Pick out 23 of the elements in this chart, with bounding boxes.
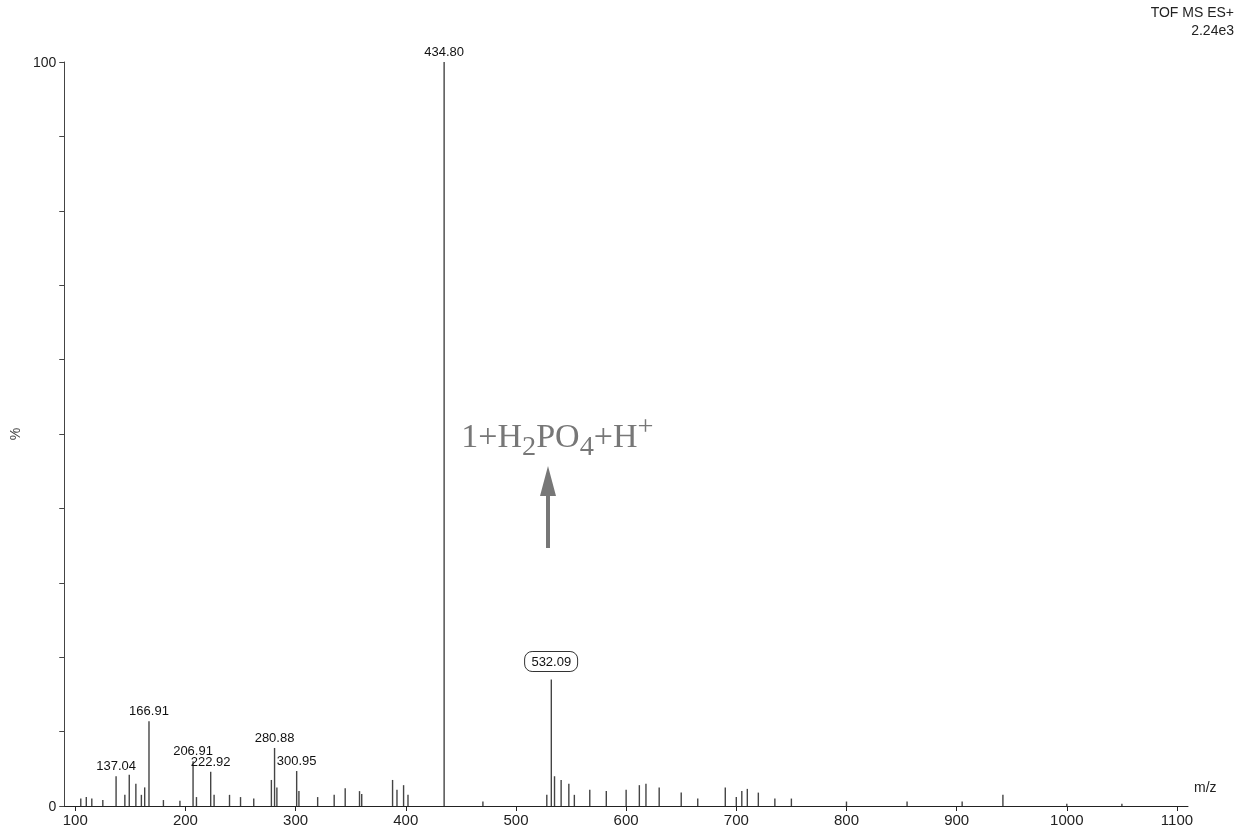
y-axis-title: % <box>7 427 23 441</box>
annotation: 166.91 <box>129 703 169 719</box>
x-tick-label: 600 <box>613 811 639 828</box>
x-tick-label: 1100 <box>1160 811 1194 828</box>
x-tick-label: 900 <box>944 811 970 828</box>
annotation: 300.95 <box>276 753 317 769</box>
text: TOF MS ES+ <box>1150 4 1234 20</box>
annotation: 1+H$_{2}$PO$_{4}$+H$^{+}$ <box>461 409 654 462</box>
x-tick-label: 200 <box>172 811 198 828</box>
annotation: 434.80 <box>424 44 465 59</box>
x-axis-title: m/z <box>1194 779 1217 795</box>
x-tick-label: 800 <box>833 811 859 828</box>
y-tick-label: 0 <box>48 798 57 814</box>
annotation: 280.88 <box>254 729 295 745</box>
x-tick-label: 500 <box>503 811 529 828</box>
x-tick-label: 400 <box>393 811 419 828</box>
x-tick-label: 700 <box>723 811 749 828</box>
annotation: 137.04 <box>96 758 136 774</box>
text: 2.24e3 <box>1191 22 1234 38</box>
annotation: 532.09 <box>524 650 579 672</box>
x-tick-label: 300 <box>283 811 309 828</box>
x-tick-label: 1000 <box>1050 811 1084 828</box>
x-tick-label: 100 <box>62 811 88 828</box>
